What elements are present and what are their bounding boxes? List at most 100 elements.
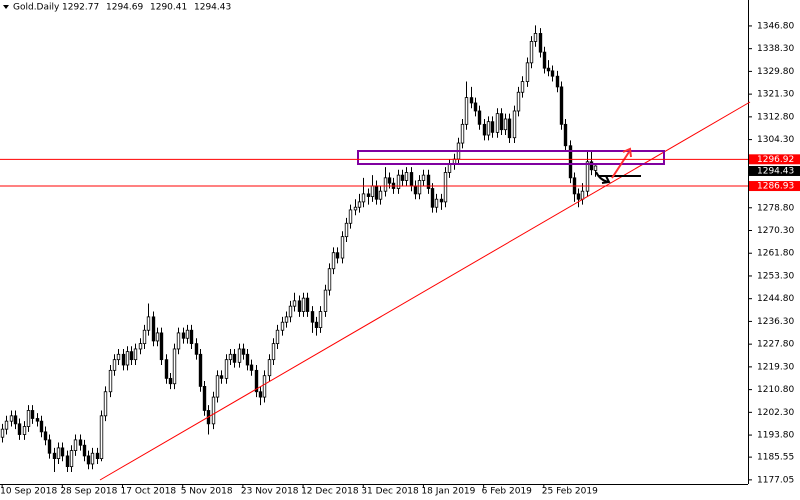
high-value: 1294.69 bbox=[106, 3, 143, 13]
candle-body bbox=[73, 439, 78, 451]
y-tick-label: 1261.80 bbox=[757, 249, 794, 259]
candle-body bbox=[125, 351, 130, 366]
candle-body bbox=[86, 455, 91, 465]
candle-body bbox=[271, 343, 276, 361]
y-tick-label: 1244.80 bbox=[757, 294, 794, 304]
candle-body bbox=[460, 123, 465, 144]
candle-body bbox=[396, 174, 401, 189]
candle-body bbox=[378, 190, 383, 200]
candle-body bbox=[78, 439, 83, 446]
candle-body bbox=[400, 174, 405, 181]
candle-body bbox=[280, 321, 285, 331]
candle-body bbox=[533, 33, 538, 42]
x-tick-label: 12 Dec 2018 bbox=[301, 487, 359, 497]
candle-body bbox=[232, 353, 237, 363]
candle-body bbox=[344, 222, 349, 238]
zone-rectangle bbox=[357, 150, 665, 165]
y-tick-label: 1177.05 bbox=[757, 475, 794, 485]
candle-body bbox=[0, 428, 5, 438]
candle-body bbox=[439, 198, 444, 203]
candle-body bbox=[116, 353, 121, 361]
candle-body bbox=[181, 332, 186, 339]
candle-body bbox=[520, 81, 525, 93]
candle-body bbox=[228, 353, 233, 361]
candle-body bbox=[198, 353, 203, 387]
candle-body bbox=[499, 113, 504, 131]
candle-body bbox=[254, 369, 259, 393]
x-tick-label: 10 Sep 2018 bbox=[0, 487, 57, 497]
candle-body bbox=[525, 62, 530, 82]
candle-body bbox=[245, 353, 250, 366]
candle-body bbox=[529, 41, 534, 64]
candle-body bbox=[185, 329, 190, 339]
candle-body bbox=[331, 252, 336, 270]
candle-body bbox=[589, 161, 594, 171]
current-price-label: 1294.43 bbox=[757, 166, 794, 176]
candle-body bbox=[95, 452, 100, 459]
y-tick-label: 1312.80 bbox=[757, 112, 794, 122]
y-tick-label: 1227.80 bbox=[757, 340, 794, 350]
candle-body bbox=[482, 123, 487, 136]
candle-body bbox=[194, 343, 199, 355]
arrow-head bbox=[622, 147, 632, 158]
candle-body bbox=[426, 174, 431, 189]
candle-body bbox=[133, 348, 138, 361]
candle-body bbox=[249, 364, 254, 371]
candle-body bbox=[361, 193, 366, 203]
candle-body bbox=[585, 161, 590, 192]
candle-body bbox=[129, 351, 134, 361]
candle-body bbox=[26, 410, 31, 427]
candle-body bbox=[9, 415, 14, 422]
candle-body bbox=[292, 300, 297, 307]
x-tick-label: 18 Jan 2019 bbox=[421, 487, 475, 497]
candle-body bbox=[215, 375, 220, 398]
candle-body bbox=[323, 289, 328, 312]
candle-body bbox=[159, 332, 164, 361]
candle-body bbox=[142, 329, 147, 345]
candle-body bbox=[318, 311, 323, 328]
price-label-box bbox=[749, 154, 800, 165]
candle-body bbox=[430, 188, 435, 208]
candle-body bbox=[146, 316, 151, 331]
candle-body bbox=[464, 97, 469, 125]
x-tick-label: 6 Feb 2019 bbox=[482, 487, 533, 497]
candle-body bbox=[593, 165, 598, 171]
candle-body bbox=[507, 118, 512, 139]
candle-body bbox=[516, 91, 521, 112]
y-tick-label: 1253.30 bbox=[757, 271, 794, 281]
candle-body bbox=[60, 447, 65, 457]
candle-body bbox=[301, 297, 306, 312]
x-tick-label: 23 Nov 2018 bbox=[241, 487, 299, 497]
candle-body bbox=[30, 410, 35, 419]
candle-body bbox=[477, 110, 482, 125]
menu-triangle[interactable] bbox=[3, 5, 9, 9]
candle-body bbox=[267, 359, 272, 377]
candle-body bbox=[580, 190, 585, 200]
candle-body bbox=[108, 369, 113, 393]
candle-body bbox=[13, 415, 18, 425]
y-tick-label: 1304.30 bbox=[757, 135, 794, 145]
y-tick-label: 1219.30 bbox=[757, 362, 794, 372]
candle-body bbox=[82, 444, 87, 457]
candle-body bbox=[52, 452, 57, 459]
candle-body bbox=[447, 164, 452, 173]
candle-body bbox=[258, 391, 263, 398]
x-tick-label: 28 Sep 2018 bbox=[60, 487, 117, 497]
candle-body bbox=[219, 375, 224, 379]
candle-body bbox=[43, 431, 48, 441]
candle-body bbox=[297, 300, 302, 312]
candle-body bbox=[353, 206, 358, 211]
candle-body bbox=[103, 391, 108, 417]
chart-header: Gold.Daily 1292.77 1294.69 1290.41 1294.… bbox=[3, 3, 231, 13]
y-tick-label: 1346.80 bbox=[757, 21, 794, 31]
close-value: 1294.43 bbox=[194, 3, 231, 13]
chart-title: Gold.Daily bbox=[13, 3, 60, 13]
candle-body bbox=[22, 426, 27, 435]
candle-body bbox=[490, 121, 495, 133]
candle-body bbox=[314, 321, 319, 328]
candle-body bbox=[443, 172, 448, 203]
candle-body bbox=[176, 332, 181, 350]
candle-body bbox=[112, 359, 117, 371]
